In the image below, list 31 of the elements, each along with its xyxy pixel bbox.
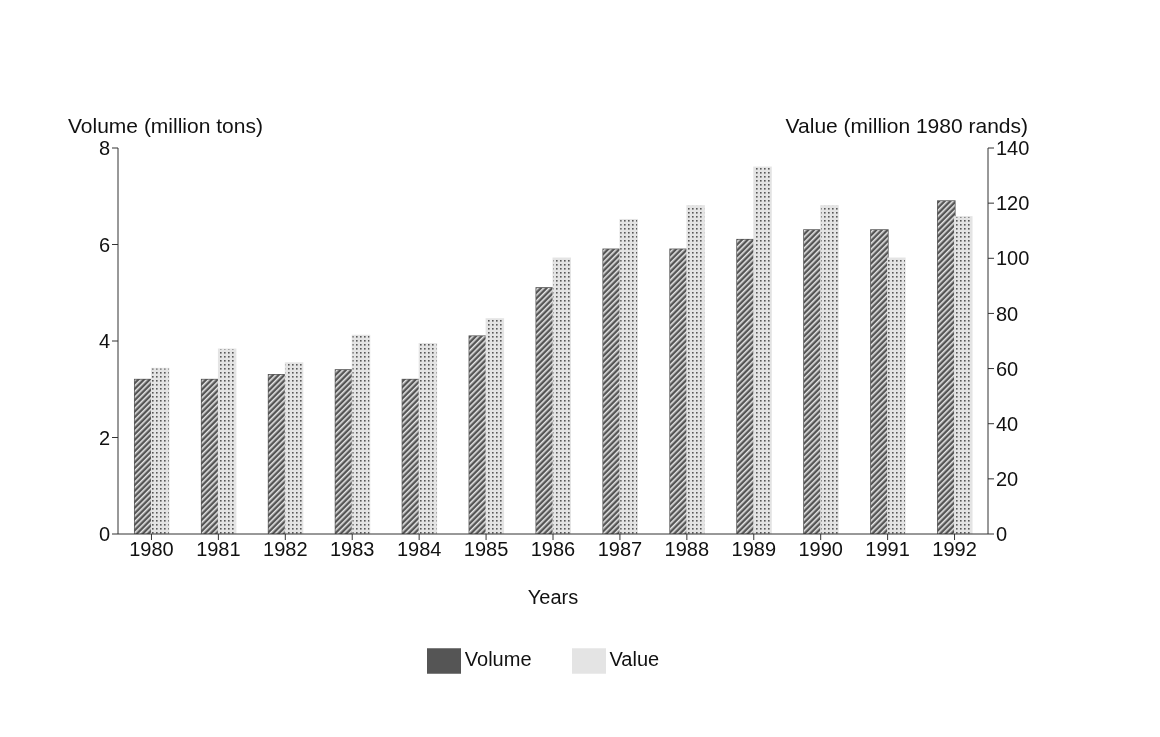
y2-tick-label: 80 — [996, 302, 1019, 325]
x-axis-title: Years — [527, 586, 579, 608]
x-tick-label: 1985 — [463, 538, 509, 561]
y-axis-title: Volume (million tons) — [68, 114, 263, 138]
legend-label: Volume — [464, 648, 532, 671]
x-tick-label: 1981 — [196, 538, 241, 561]
y2-tick-label: 120 — [996, 192, 1030, 215]
x-tick-label: 1986 — [530, 538, 576, 561]
y-tick-label: 4 — [98, 330, 110, 353]
x-tick-label: 1984 — [396, 538, 442, 561]
y2-tick-label: 100 — [996, 247, 1030, 270]
x-tick-label: 1991 — [865, 538, 910, 561]
y2-tick-label: 20 — [996, 467, 1019, 490]
x-tick-label: 1980 — [129, 538, 174, 561]
y-tick-label: 2 — [98, 426, 110, 449]
y2-tick-label: 60 — [996, 357, 1019, 380]
x-tick-label: 1987 — [597, 538, 643, 561]
y-tick-label: 6 — [98, 233, 110, 256]
x-tick-label: 1992 — [932, 538, 977, 561]
legend-label: Value — [609, 648, 660, 671]
x-tick-label: 1988 — [664, 538, 710, 561]
y2-tick-label: 40 — [996, 412, 1019, 435]
x-tick-label: 1990 — [798, 538, 843, 561]
x-tick-label: 1983 — [329, 538, 375, 561]
y2-axis-title: Value (million 1980 rands) — [785, 114, 1028, 138]
x-tick-label: 1989 — [731, 538, 777, 561]
x-tick-label: 1982 — [263, 538, 308, 561]
y2-tick-label: 140 — [996, 137, 1030, 160]
y-tick-label: 0 — [98, 523, 110, 546]
y2-tick-label: 0 — [996, 523, 1008, 546]
y-tick-label: 8 — [98, 137, 110, 160]
